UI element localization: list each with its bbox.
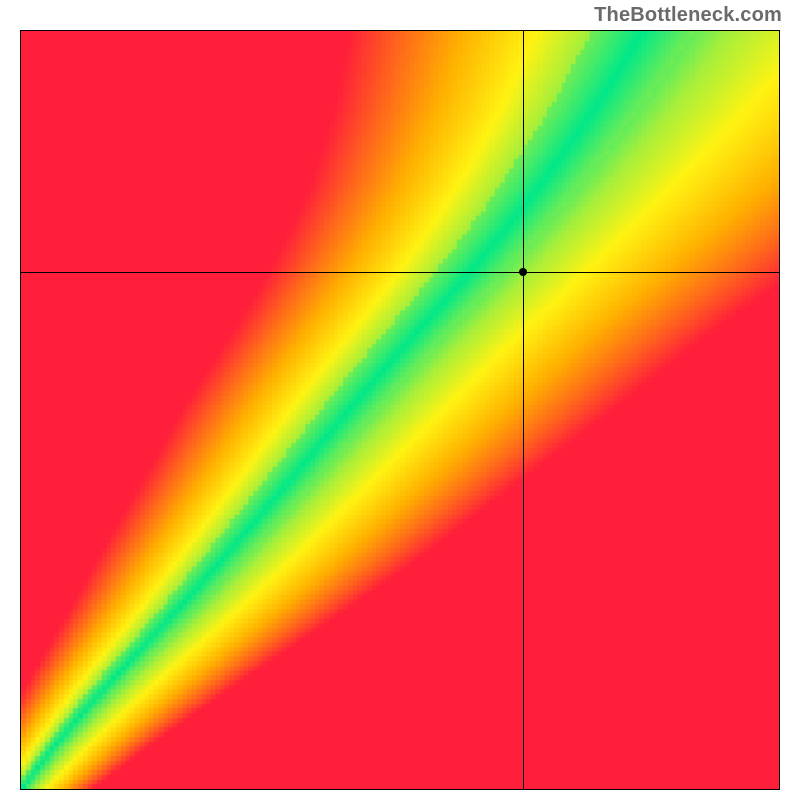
- watermark-text: TheBottleneck.com: [594, 4, 782, 27]
- bottleneck-heatmap: [20, 30, 780, 790]
- heatmap-canvas: [21, 31, 779, 789]
